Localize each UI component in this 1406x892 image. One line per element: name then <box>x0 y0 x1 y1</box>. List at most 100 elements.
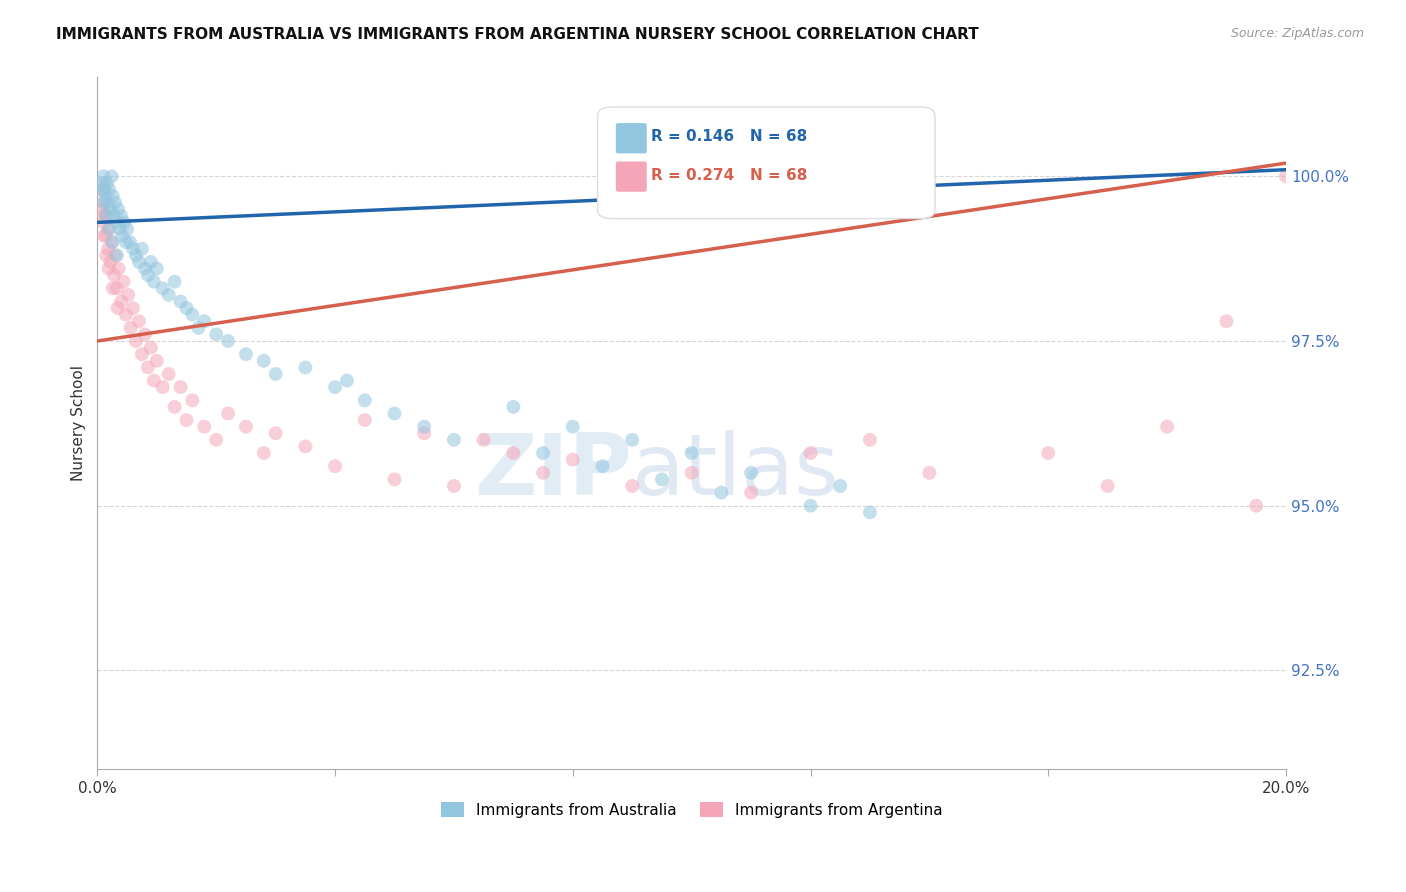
Point <box>918 466 941 480</box>
Point <box>253 446 276 460</box>
Point <box>294 439 316 453</box>
Point <box>110 294 132 309</box>
Point <box>98 182 121 196</box>
Point <box>681 466 703 480</box>
Point <box>413 419 436 434</box>
Point <box>531 466 554 480</box>
Text: Source: ZipAtlas.com: Source: ZipAtlas.com <box>1230 27 1364 40</box>
Point <box>97 242 120 256</box>
Point <box>1097 479 1119 493</box>
Point <box>799 446 821 460</box>
Point <box>152 380 174 394</box>
Point <box>169 380 191 394</box>
Point <box>193 314 215 328</box>
Point <box>152 281 174 295</box>
Point <box>710 485 733 500</box>
Point <box>96 248 118 262</box>
Point <box>142 275 165 289</box>
Point <box>264 426 287 441</box>
Point <box>112 275 135 289</box>
Point <box>176 413 198 427</box>
Point <box>103 209 125 223</box>
Point <box>120 321 142 335</box>
Point <box>859 505 882 519</box>
Point <box>1215 314 1237 328</box>
Point <box>115 235 138 249</box>
Point <box>502 446 524 460</box>
Point <box>105 281 128 295</box>
Point <box>96 209 118 223</box>
Point <box>97 195 120 210</box>
Point <box>91 182 114 196</box>
Point <box>100 255 122 269</box>
Text: IMMIGRANTS FROM AUSTRALIA VS IMMIGRANTS FROM ARGENTINA NURSERY SCHOOL CORRELATIO: IMMIGRANTS FROM AUSTRALIA VS IMMIGRANTS … <box>56 27 979 42</box>
Point <box>561 419 583 434</box>
Point <box>136 360 159 375</box>
Point <box>131 242 153 256</box>
Point <box>105 248 128 262</box>
Point <box>108 222 131 236</box>
Point <box>91 202 114 217</box>
Point <box>134 261 156 276</box>
Point <box>181 308 204 322</box>
Point <box>181 393 204 408</box>
Point <box>353 413 375 427</box>
Point <box>1156 419 1178 434</box>
Point <box>136 268 159 282</box>
Point <box>93 195 115 210</box>
Point <box>100 202 122 217</box>
Point <box>139 341 162 355</box>
Point <box>96 176 118 190</box>
Point <box>101 235 124 249</box>
Text: atlas: atlas <box>633 430 841 513</box>
Point <box>104 195 127 210</box>
Point <box>93 228 115 243</box>
Point <box>122 242 145 256</box>
Point <box>205 327 228 342</box>
Point <box>142 374 165 388</box>
Point <box>157 288 180 302</box>
Point <box>101 189 124 203</box>
Point <box>651 472 673 486</box>
Point <box>323 459 346 474</box>
Point <box>621 479 644 493</box>
Point <box>110 209 132 223</box>
Point <box>101 281 124 295</box>
Point <box>169 294 191 309</box>
Text: R = 0.146   N = 68: R = 0.146 N = 68 <box>651 129 807 144</box>
Point <box>799 499 821 513</box>
Point <box>103 268 125 282</box>
Point <box>90 182 112 196</box>
Point <box>681 446 703 460</box>
Point <box>621 433 644 447</box>
Point <box>125 248 148 262</box>
Point <box>472 433 495 447</box>
Point <box>96 209 118 223</box>
Point <box>98 222 121 236</box>
Point <box>134 327 156 342</box>
Point <box>107 301 129 315</box>
Point <box>830 479 852 493</box>
Point <box>336 374 359 388</box>
Point <box>323 380 346 394</box>
Point <box>217 334 239 348</box>
Point <box>1275 169 1298 184</box>
Text: R = 0.274   N = 68: R = 0.274 N = 68 <box>651 169 807 183</box>
Point <box>502 400 524 414</box>
Point <box>139 255 162 269</box>
Point <box>413 426 436 441</box>
Point <box>115 308 138 322</box>
Y-axis label: Nursery School: Nursery School <box>72 366 86 482</box>
Point <box>118 235 141 249</box>
Point <box>235 347 257 361</box>
Point <box>187 321 209 335</box>
Point <box>384 472 406 486</box>
Point <box>107 261 129 276</box>
Point <box>112 215 135 229</box>
Point <box>94 228 117 243</box>
Point <box>146 353 169 368</box>
Point <box>115 222 138 236</box>
Point <box>111 228 134 243</box>
Point <box>561 452 583 467</box>
Point <box>100 169 122 184</box>
